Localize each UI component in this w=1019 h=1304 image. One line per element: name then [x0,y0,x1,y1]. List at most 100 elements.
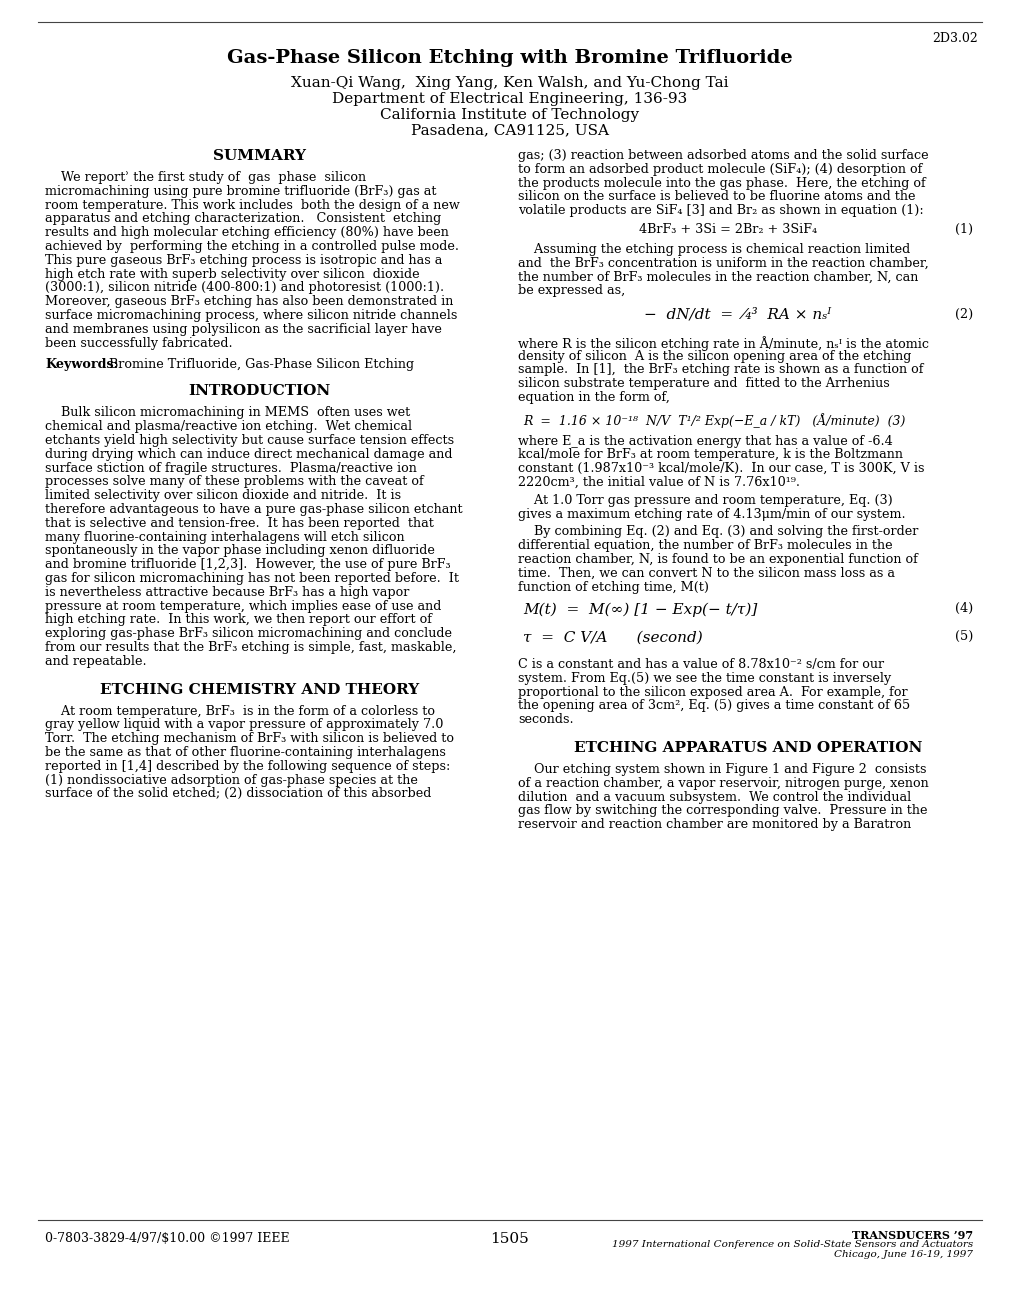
Text: 2220cm³, the initial value of N is 7.76x10¹⁹.: 2220cm³, the initial value of N is 7.76x… [518,476,799,489]
Text: California Institute of Technology: California Institute of Technology [380,108,639,123]
Text: reservoir and reaction chamber are monitored by a Baratron: reservoir and reaction chamber are monit… [518,818,910,831]
Text: system. From Eq.(5) we see the time constant is inversely: system. From Eq.(5) we see the time cons… [518,672,891,685]
Text: (3000:1), silicon nitride (400-800:1) and photoresist (1000:1).: (3000:1), silicon nitride (400-800:1) an… [45,282,443,295]
Text: Pasadena, CA91125, USA: Pasadena, CA91125, USA [411,123,608,137]
Text: be the same as that of other fluorine-containing interhalagens: be the same as that of other fluorine-co… [45,746,445,759]
Text: limited selectivity over silicon dioxide and nitride.  It is: limited selectivity over silicon dioxide… [45,489,400,502]
Text: spontaneously in the vapor phase including xenon difluoride: spontaneously in the vapor phase includi… [45,544,434,557]
Text: Torr.  The etching mechanism of BrF₃ with silicon is believed to: Torr. The etching mechanism of BrF₃ with… [45,733,453,745]
Text: gives a maximum etching rate of 4.13μm/min of our system.: gives a maximum etching rate of 4.13μm/m… [518,507,905,520]
Text: and bromine trifluoride [1,2,3].  However, the use of pure BrF₃: and bromine trifluoride [1,2,3]. However… [45,558,450,571]
Text: (1): (1) [954,223,972,236]
Text: 1997 International Conference on Solid-State Sensors and Actuators: 1997 International Conference on Solid-S… [611,1240,972,1249]
Text: sample.  In [1],  the BrF₃ etching rate is shown as a function of: sample. In [1], the BrF₃ etching rate is… [518,364,922,377]
Text: exploring gas-phase BrF₃ silicon micromachining and conclude: exploring gas-phase BrF₃ silicon microma… [45,627,451,640]
Text: proportional to the silicon exposed area A.  For example, for: proportional to the silicon exposed area… [518,686,907,699]
Text: achieved by  performing the etching in a controlled pulse mode.: achieved by performing the etching in a … [45,240,459,253]
Text: volatile products are SiF₄ [3] and Br₂ as shown in equation (1):: volatile products are SiF₄ [3] and Br₂ a… [518,205,923,218]
Text: function of etching time, M(t): function of etching time, M(t) [518,580,708,593]
Text: ETCHING APPARATUS AND OPERATION: ETCHING APPARATUS AND OPERATION [574,741,921,755]
Text: τ  =  C V/A      (second): τ = C V/A (second) [523,630,702,644]
Text: to form an adsorbed product molecule (SiF₄); (4) desorption of: to form an adsorbed product molecule (Si… [518,163,921,176]
Text: gray yellow liquid with a vapor pressure of approximately 7.0: gray yellow liquid with a vapor pressure… [45,719,443,732]
Text: At room temperature, BrF₃  is in the form of a colorless to: At room temperature, BrF₃ is in the form… [45,704,434,717]
Text: ETCHING CHEMISTRY AND THEORY: ETCHING CHEMISTRY AND THEORY [100,682,419,696]
Text: the opening area of 3cm², Eq. (5) gives a time constant of 65: the opening area of 3cm², Eq. (5) gives … [518,699,909,712]
Text: gas for silicon micromachining has not been reported before.  It: gas for silicon micromachining has not b… [45,572,459,585]
Text: dilution  and a vacuum subsystem.  We control the individual: dilution and a vacuum subsystem. We cont… [518,790,910,803]
Text: SUMMARY: SUMMARY [213,149,306,163]
Text: micromachining using pure bromine trifluoride (BrF₃) gas at: micromachining using pure bromine triflu… [45,185,436,198]
Text: Chicago, June 16-19, 1997: Chicago, June 16-19, 1997 [834,1251,972,1258]
Text: reported in [1,4] described by the following sequence of steps:: reported in [1,4] described by the follo… [45,760,450,773]
Text: R  =  1.16 × 10⁻¹⁸  N/V  T¹/² Exp(−E_a / kT)   (Å/minute)  (3): R = 1.16 × 10⁻¹⁸ N/V T¹/² Exp(−E_a / kT)… [523,413,905,428]
Text: silicon substrate temperature and  fitted to the Arrhenius: silicon substrate temperature and fitted… [518,377,889,390]
Text: the number of BrF₃ molecules in the reaction chamber, N, can: the number of BrF₃ molecules in the reac… [518,270,917,283]
Text: been successfully fabricated.: been successfully fabricated. [45,336,232,349]
Text: from our results that the BrF₃ etching is simple, fast, maskable,: from our results that the BrF₃ etching i… [45,642,457,655]
Text: etchants yield high selectivity but cause surface tension effects: etchants yield high selectivity but caus… [45,434,453,447]
Text: where R is the silicon etching rate in Å/minute, nₛᴵ is the atomic: where R is the silicon etching rate in Å… [518,336,928,351]
Text: chemical and plasma/reactive ion etching.  Wet chemical: chemical and plasma/reactive ion etching… [45,420,412,433]
Text: the products molecule into the gas phase.  Here, the etching of: the products molecule into the gas phase… [518,176,925,189]
Text: gas; (3) reaction between adsorbed atoms and the solid surface: gas; (3) reaction between adsorbed atoms… [518,149,927,162]
Text: seconds.: seconds. [518,713,573,726]
Text: M(t)  =  M(∞) [1 − Exp(− t/τ)]: M(t) = M(∞) [1 − Exp(− t/τ)] [523,602,757,617]
Text: Department of Electrical Engineering, 136-93: Department of Electrical Engineering, 13… [332,93,687,106]
Text: Moreover, gaseous BrF₃ etching has also been demonstrated in: Moreover, gaseous BrF₃ etching has also … [45,295,452,308]
Text: gas flow by switching the corresponding valve.  Pressure in the: gas flow by switching the corresponding … [518,805,926,818]
Text: By combining Eq. (2) and Eq. (3) and solving the first-order: By combining Eq. (2) and Eq. (3) and sol… [518,526,917,539]
Text: 4BrF₃ + 3Si = 2Br₂ + 3SiF₄: 4BrF₃ + 3Si = 2Br₂ + 3SiF₄ [638,223,816,236]
Text: INTRODUCTION: INTRODUCTION [189,385,330,399]
Text: differential equation, the number of BrF₃ molecules in the: differential equation, the number of BrF… [518,539,892,552]
Text: reaction chamber, N, is found to be an exponential function of: reaction chamber, N, is found to be an e… [518,553,917,566]
Text: Our etching system shown in Figure 1 and Figure 2  consists: Our etching system shown in Figure 1 and… [518,763,925,776]
Text: time.  Then, we can convert N to the silicon mass loss as a: time. Then, we can convert N to the sili… [518,567,894,580]
Text: density of silicon  A is the silicon opening area of the etching: density of silicon A is the silicon open… [518,349,911,363]
Text: that is selective and tension-free.  It has been reported  that: that is selective and tension-free. It h… [45,516,433,529]
Text: during drying which can induce direct mechanical damage and: during drying which can induce direct me… [45,447,452,460]
Text: is nevertheless attractive because BrF₃ has a high vapor: is nevertheless attractive because BrF₃ … [45,585,409,599]
Text: Bulk silicon micromachining in MEMS  often uses wet: Bulk silicon micromachining in MEMS ofte… [45,407,410,420]
Text: This pure gaseous BrF₃ etching process is isotropic and has a: This pure gaseous BrF₃ etching process i… [45,254,442,267]
Text: Assuming the etching process is chemical reaction limited: Assuming the etching process is chemical… [518,243,909,256]
Text: surface of the solid etched; (2) dissociation of this absorbed: surface of the solid etched; (2) dissoci… [45,788,431,801]
Text: Bromine Trifluoride, Gas-Phase Silicon Etching: Bromine Trifluoride, Gas-Phase Silicon E… [105,359,414,372]
Text: high etching rate.  In this work, we then report our effort of: high etching rate. In this work, we then… [45,613,432,626]
Text: high etch rate with superb selectivity over silicon  dioxide: high etch rate with superb selectivity o… [45,267,419,280]
Text: where E_a is the activation energy that has a value of -6.4: where E_a is the activation energy that … [518,434,892,447]
Text: Xuan-Qi Wang,  Xing Yang, Ken Walsh, and Yu-Chong Tai: Xuan-Qi Wang, Xing Yang, Ken Walsh, and … [291,76,728,90]
Text: pressure at room temperature, which implies ease of use and: pressure at room temperature, which impl… [45,600,441,613]
Text: C is a constant and has a value of 8.78x10⁻² s/cm for our: C is a constant and has a value of 8.78x… [518,659,883,672]
Text: be expressed as,: be expressed as, [518,284,625,297]
Text: Keywords:: Keywords: [45,359,118,372]
Text: apparatus and etching characterization.   Consistent  etching: apparatus and etching characterization. … [45,213,441,226]
Text: therefore advantageous to have a pure gas-phase silicon etchant: therefore advantageous to have a pure ga… [45,503,463,516]
Text: At 1.0 Torr gas pressure and room temperature, Eq. (3): At 1.0 Torr gas pressure and room temper… [518,494,892,507]
Text: 0-7803-3829-4/97/$10.00 ©1997 IEEE: 0-7803-3829-4/97/$10.00 ©1997 IEEE [45,1232,289,1245]
Text: of a reaction chamber, a vapor reservoir, nitrogen purge, xenon: of a reaction chamber, a vapor reservoir… [518,777,928,790]
Text: and repeatable.: and repeatable. [45,655,147,668]
Text: (1) nondissociative adsorption of gas-phase species at the: (1) nondissociative adsorption of gas-ph… [45,773,418,786]
Text: processes solve many of these problems with the caveat of: processes solve many of these problems w… [45,476,423,489]
Text: We reportʾ the first study of  gas  phase  silicon: We reportʾ the first study of gas phase … [45,171,366,184]
Text: constant (1.987x10⁻³ kcal/mole/K).  In our case, T is 300K, V is: constant (1.987x10⁻³ kcal/mole/K). In ou… [518,462,923,475]
Text: silicon on the surface is believed to be fluorine atoms and the: silicon on the surface is believed to be… [518,190,915,203]
Text: and  the BrF₃ concentration is uniform in the reaction chamber,: and the BrF₃ concentration is uniform in… [518,257,928,270]
Text: (4): (4) [954,602,972,615]
Text: Gas-Phase Silicon Etching with Bromine Trifluoride: Gas-Phase Silicon Etching with Bromine T… [227,50,792,67]
Text: and membranes using polysilicon as the sacrificial layer have: and membranes using polysilicon as the s… [45,323,441,336]
Text: TRANSDUCERS ’97: TRANSDUCERS ’97 [851,1230,972,1241]
Text: equation in the form of,: equation in the form of, [518,391,669,404]
Text: −  dN/dt  =  ⁄₄³  RA × nₛᴵ: − dN/dt = ⁄₄³ RA × nₛᴵ [644,308,830,322]
Text: 2D3.02: 2D3.02 [931,33,977,46]
Text: surface micromachining process, where silicon nitride channels: surface micromachining process, where si… [45,309,457,322]
Text: surface stiction of fragile structures.  Plasma/reactive ion: surface stiction of fragile structures. … [45,462,417,475]
Text: 1505: 1505 [490,1232,529,1247]
Text: room temperature. This work includes  both the design of a new: room temperature. This work includes bot… [45,198,460,211]
Text: (5): (5) [954,630,972,643]
Text: kcal/mole for BrF₃ at room temperature, k is the Boltzmann: kcal/mole for BrF₃ at room temperature, … [518,449,902,462]
Text: many fluorine-containing interhalagens will etch silicon: many fluorine-containing interhalagens w… [45,531,405,544]
Text: results and high molecular etching efficiency (80%) have been: results and high molecular etching effic… [45,226,448,239]
Text: (2): (2) [954,308,972,321]
